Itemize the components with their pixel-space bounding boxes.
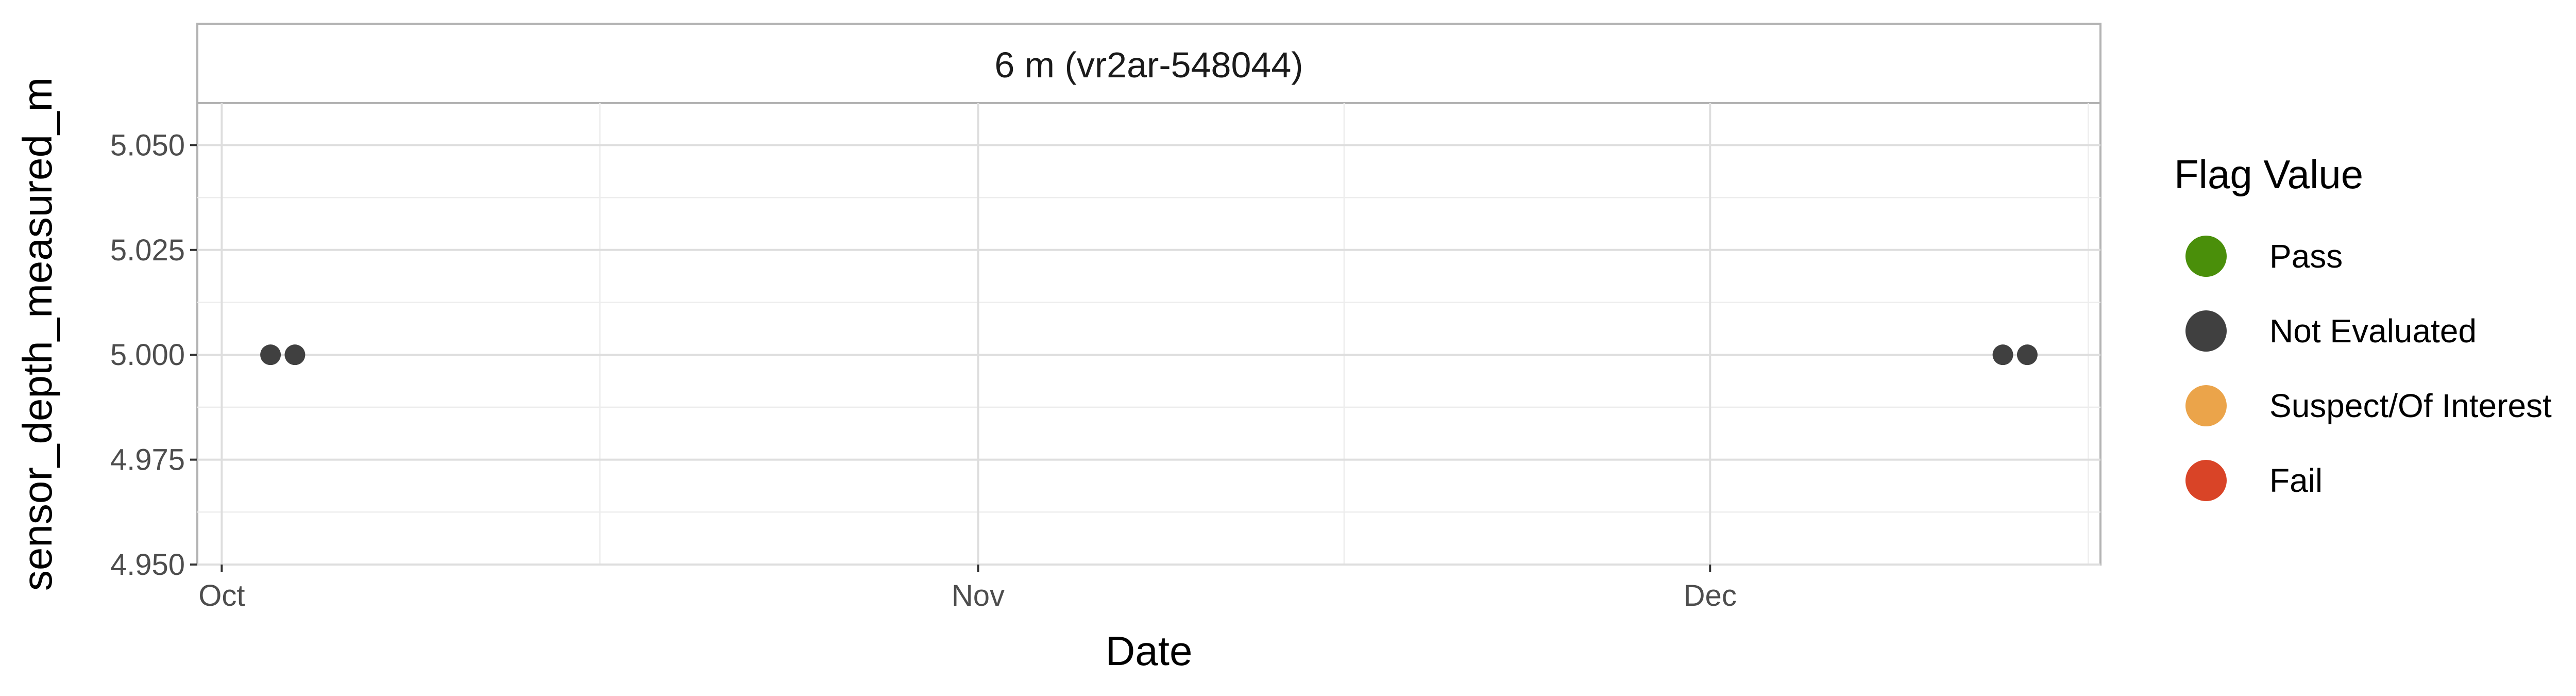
major-gridlines bbox=[197, 103, 2100, 566]
x-tick-label: Nov bbox=[952, 579, 1005, 612]
x-tick-label: Oct bbox=[198, 579, 245, 612]
legend-label: Fail bbox=[2269, 462, 2323, 499]
legend-key bbox=[2185, 460, 2227, 501]
y-tick-label: 5.000 bbox=[110, 338, 185, 372]
plot-panel bbox=[196, 102, 2102, 566]
strip-background bbox=[196, 23, 2102, 104]
data-point bbox=[260, 344, 281, 366]
data-point bbox=[1992, 344, 2013, 366]
data-point bbox=[284, 344, 306, 366]
y-tick-label: 5.025 bbox=[110, 234, 185, 267]
legend-key bbox=[2185, 385, 2227, 426]
y-tick-label: 4.950 bbox=[110, 548, 185, 582]
panel-title: 6 m (vr2ar-548044) bbox=[994, 45, 1303, 85]
legend-title: Flag Value bbox=[2174, 152, 2363, 197]
x-axis: Oct Nov Dec bbox=[198, 565, 1737, 612]
y-tick-label: 5.050 bbox=[110, 128, 185, 162]
minor-gridlines bbox=[197, 103, 2100, 565]
legend-label: Pass bbox=[2269, 238, 2343, 275]
y-axis-title: sensor_depth_measured_m bbox=[14, 77, 60, 591]
data-point bbox=[2016, 344, 2038, 366]
legend-key bbox=[2185, 310, 2227, 352]
y-axis: 4.950 4.975 5.000 5.025 5.050 bbox=[110, 128, 197, 582]
x-tick-label: Dec bbox=[1684, 579, 1737, 612]
legend-label: Suspect/Of Interest bbox=[2269, 387, 2552, 424]
legend: Pass Not Evaluated Suspect/Of Interest Fail bbox=[2185, 236, 2552, 501]
legend-label: Not Evaluated bbox=[2269, 312, 2477, 350]
data-points bbox=[260, 344, 2038, 366]
legend-key bbox=[2185, 236, 2227, 277]
y-tick-label: 4.975 bbox=[110, 443, 185, 477]
x-axis-title: Date bbox=[1106, 628, 1193, 674]
